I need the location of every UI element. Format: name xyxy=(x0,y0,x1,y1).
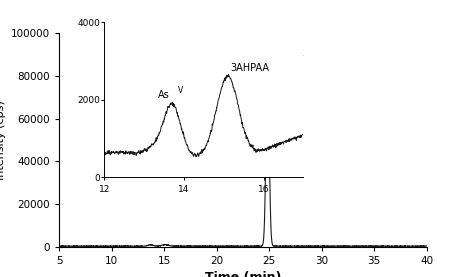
Y-axis label: Intensity (cps): Intensity (cps) xyxy=(0,100,6,180)
X-axis label: Time (min): Time (min) xyxy=(205,271,281,277)
Text: V: V xyxy=(178,86,183,95)
Text: As: As xyxy=(158,91,170,101)
Text: 3AHPAA: 3AHPAA xyxy=(230,63,269,73)
Text: Rox: Rox xyxy=(282,46,305,59)
